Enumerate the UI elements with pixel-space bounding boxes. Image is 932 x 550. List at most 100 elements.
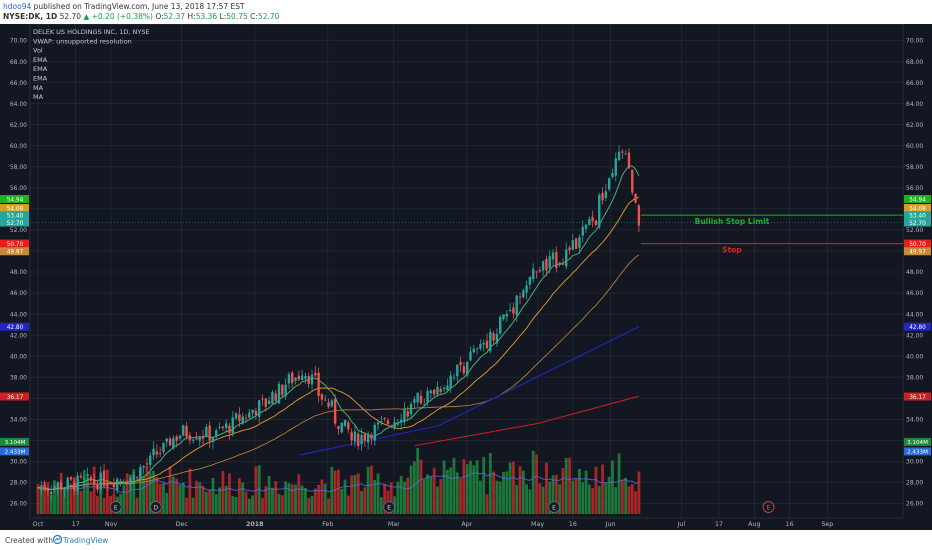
candle-body (591, 217, 594, 222)
candle-body (376, 422, 380, 425)
legend-item: VWAP: unsupported resolution (33, 37, 132, 45)
volume-bar (548, 481, 552, 514)
y-tick-right: 44.00 (906, 311, 923, 318)
plot-frame (29, 24, 904, 519)
candle-body (142, 465, 145, 468)
ma-red-line (414, 395, 640, 447)
x-tick-label: Jun (605, 521, 616, 528)
volume-bar (416, 447, 420, 514)
volume-bar (36, 483, 40, 514)
y-tick-right: 68.00 (906, 59, 923, 66)
volume-bar (340, 488, 344, 514)
volume-bar (515, 484, 519, 514)
candle-body (466, 361, 469, 376)
candle-body (145, 463, 149, 465)
volume-bar (535, 454, 538, 514)
candle-body (380, 421, 383, 422)
volume-bar (449, 467, 453, 514)
volume-bar (597, 486, 601, 514)
volume-bar (630, 484, 634, 514)
author-link[interactable]: hdoo94 (3, 2, 32, 11)
volume-bar (617, 453, 621, 514)
candle-body (40, 487, 43, 491)
candle-body (76, 475, 79, 492)
candle-body (399, 419, 403, 423)
volume-bar (488, 453, 492, 514)
candle-body (244, 417, 248, 419)
candle-body (366, 433, 370, 443)
candle-body (109, 483, 112, 485)
volume-bar (63, 490, 66, 514)
candle-body (436, 386, 439, 395)
volume-bar (201, 485, 205, 514)
volume-bar (79, 490, 83, 514)
candle-body (446, 385, 449, 391)
candle-body (297, 375, 301, 380)
candle-body (119, 480, 122, 482)
volume-bar (304, 488, 307, 514)
candle-body (528, 276, 532, 285)
price-tag-right-text: 52.70 (909, 221, 926, 227)
candle-body (551, 252, 555, 260)
price-chart[interactable]: 26.0026.0028.0028.0030.0030.0032.0032.00… (0, 24, 932, 530)
volume-bar (129, 474, 132, 514)
x-tick-label: 17 (715, 521, 723, 528)
legend-item: EMA (33, 65, 48, 73)
candle-body (307, 376, 310, 384)
volume-bar (495, 480, 499, 514)
price-tag-left-text: 54.08 (7, 206, 24, 212)
candle-body (568, 247, 571, 251)
last-price: 52.70 (59, 12, 82, 21)
candle-body (621, 151, 624, 153)
volume-bar (171, 476, 175, 514)
price-tag-left (0, 194, 29, 203)
candle-body (492, 333, 495, 341)
volume-bar (39, 484, 43, 514)
volume-bar (439, 478, 443, 514)
candle-body (426, 390, 429, 403)
candle-body (396, 423, 400, 425)
volume-bar (66, 485, 70, 514)
volume-bar (379, 497, 383, 514)
y-tick-right: 48.00 (906, 269, 923, 276)
candle-body (185, 425, 188, 437)
candle-body (155, 451, 159, 455)
volume-bar (122, 485, 126, 514)
y-tick-left: 26.00 (10, 501, 27, 508)
candle-body (383, 417, 386, 419)
volume-bar (300, 485, 304, 514)
candle-body (357, 433, 360, 447)
volume-bar (261, 498, 264, 514)
volume-bar (505, 471, 509, 514)
candle-body (565, 249, 568, 267)
y-tick-right: 60.00 (906, 143, 923, 150)
volume-bar (538, 483, 542, 514)
volume-bar (195, 480, 198, 514)
volume-bar (135, 497, 139, 514)
volume-tag-left (0, 437, 29, 446)
volume-bar (442, 460, 446, 514)
candle-body (515, 295, 518, 316)
footer: Created with TradingView (0, 531, 932, 550)
candle-body (416, 392, 419, 403)
price-tag-right (904, 218, 931, 227)
candle-body (198, 437, 201, 441)
candle-body (485, 340, 489, 349)
y-tick-left: 30.00 (10, 459, 27, 466)
y-tick-right: 26.00 (906, 501, 923, 508)
candle-body (310, 374, 314, 385)
volume-bar (145, 466, 149, 514)
event-marker-label: D (154, 504, 159, 511)
low-value: 50.75 (226, 12, 248, 21)
volume-bar (224, 485, 228, 514)
x-tick-label: Sep (821, 521, 833, 528)
tradingview-link[interactable]: TradingView (63, 536, 109, 545)
candle-body (604, 191, 608, 198)
candle-body (191, 439, 195, 441)
candle-body (327, 402, 330, 407)
volume-bar (287, 483, 291, 514)
volume-bar (452, 457, 456, 514)
candle-body (102, 470, 106, 487)
volume-bar (498, 481, 502, 514)
price-tag-right-text: 42.80 (909, 325, 926, 331)
